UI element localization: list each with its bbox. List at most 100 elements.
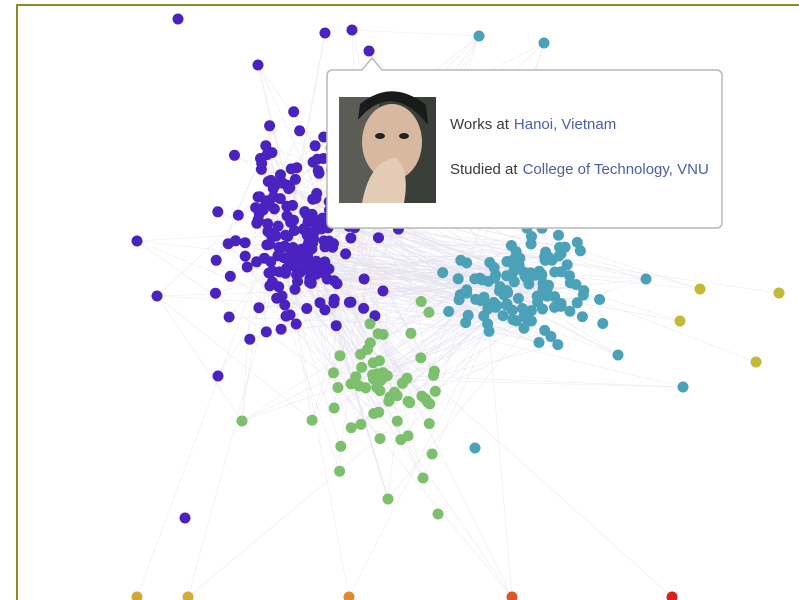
node[interactable] xyxy=(482,318,494,330)
studied-place[interactable]: College of Technology, VNU xyxy=(523,161,709,178)
node[interactable] xyxy=(546,254,558,266)
node[interactable] xyxy=(244,333,256,345)
node[interactable] xyxy=(396,377,408,389)
node[interactable] xyxy=(518,266,530,278)
node[interactable] xyxy=(328,275,340,287)
node[interactable] xyxy=(570,279,582,290)
node[interactable] xyxy=(501,299,513,311)
node[interactable] xyxy=(254,191,266,203)
node[interactable] xyxy=(405,327,417,339)
node[interactable] xyxy=(489,272,501,284)
node[interactable] xyxy=(374,355,385,367)
node[interactable] xyxy=(612,349,624,361)
node[interactable] xyxy=(253,208,265,220)
node[interactable] xyxy=(264,280,276,292)
node[interactable] xyxy=(179,512,191,524)
node[interactable] xyxy=(232,209,244,221)
node[interactable] xyxy=(327,241,339,253)
node[interactable] xyxy=(355,418,367,430)
node[interactable] xyxy=(319,304,331,316)
node[interactable] xyxy=(271,178,283,190)
node[interactable] xyxy=(301,263,313,275)
node[interactable] xyxy=(677,381,689,393)
node[interactable] xyxy=(283,183,295,195)
node[interactable] xyxy=(426,448,438,460)
node[interactable] xyxy=(549,291,561,303)
node[interactable] xyxy=(460,317,472,329)
node[interactable] xyxy=(280,267,291,279)
node[interactable] xyxy=(382,493,394,505)
node[interactable] xyxy=(473,30,485,42)
node[interactable] xyxy=(340,248,352,260)
node[interactable] xyxy=(309,140,321,152)
node[interactable] xyxy=(505,257,517,268)
node[interactable] xyxy=(279,299,291,311)
node[interactable] xyxy=(274,193,286,205)
node[interactable] xyxy=(251,217,263,229)
node[interactable] xyxy=(363,45,375,57)
node[interactable] xyxy=(252,59,264,71)
node[interactable] xyxy=(281,210,293,222)
node[interactable] xyxy=(597,318,609,329)
node[interactable] xyxy=(529,269,541,281)
node[interactable] xyxy=(373,232,384,244)
node[interactable] xyxy=(182,591,194,600)
node[interactable] xyxy=(262,226,274,237)
node[interactable] xyxy=(271,292,283,304)
node[interactable] xyxy=(559,241,571,253)
node[interactable] xyxy=(328,367,339,379)
node[interactable] xyxy=(571,236,583,248)
node[interactable] xyxy=(571,297,583,309)
node[interactable] xyxy=(264,120,276,132)
node[interactable] xyxy=(374,433,386,445)
node[interactable] xyxy=(263,267,275,279)
node[interactable] xyxy=(415,352,427,364)
node[interactable] xyxy=(131,591,143,600)
node[interactable] xyxy=(506,591,518,600)
node[interactable] xyxy=(564,270,575,282)
node[interactable] xyxy=(210,287,221,299)
node[interactable] xyxy=(212,370,224,382)
node[interactable] xyxy=(537,303,548,315)
node[interactable] xyxy=(345,232,357,244)
node[interactable] xyxy=(239,250,251,262)
node[interactable] xyxy=(288,225,300,236)
node[interactable] xyxy=(311,153,323,165)
node[interactable] xyxy=(694,283,706,295)
node[interactable] xyxy=(507,314,519,325)
node[interactable] xyxy=(474,272,486,284)
node[interactable] xyxy=(533,337,545,348)
node[interactable] xyxy=(260,326,272,338)
node[interactable] xyxy=(256,157,268,169)
node[interactable] xyxy=(239,237,251,249)
node[interactable] xyxy=(377,367,389,379)
node[interactable] xyxy=(294,125,306,137)
node[interactable] xyxy=(311,188,323,199)
node[interactable] xyxy=(284,243,296,255)
node[interactable] xyxy=(358,273,370,285)
node[interactable] xyxy=(272,220,284,232)
node[interactable] xyxy=(494,281,506,293)
node[interactable] xyxy=(443,306,455,317)
node[interactable] xyxy=(502,287,514,299)
node[interactable] xyxy=(555,298,567,309)
node[interactable] xyxy=(280,229,291,241)
node[interactable] xyxy=(285,163,297,175)
node[interactable] xyxy=(292,275,303,287)
node[interactable] xyxy=(262,218,274,230)
node[interactable] xyxy=(525,238,537,250)
node[interactable] xyxy=(552,339,564,351)
node[interactable] xyxy=(261,239,273,251)
node[interactable] xyxy=(292,266,304,278)
node[interactable] xyxy=(470,293,482,305)
node[interactable] xyxy=(305,276,317,288)
node[interactable] xyxy=(469,442,481,454)
node[interactable] xyxy=(253,302,265,314)
node[interactable] xyxy=(576,311,588,323)
node[interactable] xyxy=(275,323,287,335)
node[interactable] xyxy=(364,318,376,330)
works-place[interactable]: Hanoi, Vietnam xyxy=(514,116,616,133)
node[interactable] xyxy=(312,165,324,177)
node[interactable] xyxy=(415,296,427,307)
node[interactable] xyxy=(372,328,384,340)
